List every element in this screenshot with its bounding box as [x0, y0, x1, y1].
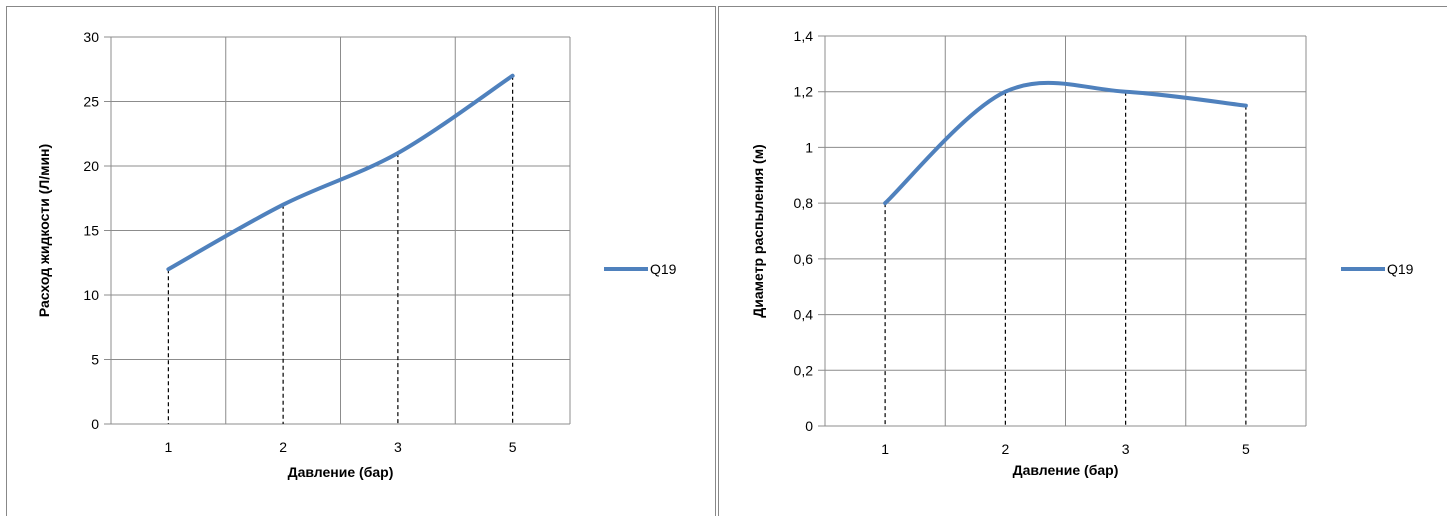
data-point	[396, 151, 400, 155]
y-tick-label: 0	[91, 416, 99, 432]
y-tick-label: 5	[91, 352, 99, 368]
x-axis-title: Давление (бар)	[1013, 462, 1119, 478]
y-tick-label: 20	[83, 158, 99, 174]
flow-rate-chart: 0 5 10 15 20 25 30 1 2 3 5 Давление (бар) Расход жид…	[36, 29, 677, 480]
data-point	[281, 203, 285, 207]
data-point	[1244, 104, 1248, 108]
y-tick-label: 0,8	[794, 195, 814, 211]
chart-panel-spray-diameter: 0 0,2 0,4 0,6 0,8 1 1,2 1,4 1 2 3 5 Давление (бар) Ди…	[718, 6, 1447, 516]
data-point	[883, 201, 887, 205]
data-point	[1124, 90, 1128, 94]
y-tick-label: 1,2	[794, 84, 814, 100]
data-point	[511, 74, 515, 78]
y-tick-label: 0,2	[794, 362, 814, 378]
legend-label: Q19	[1387, 261, 1414, 277]
x-tick-label: 3	[1122, 441, 1130, 457]
y-axis-title: Расход жидкости (Л/мин)	[36, 144, 52, 317]
y-tick-label: 0,4	[794, 307, 814, 323]
y-tick-label: 0,6	[794, 251, 814, 267]
x-tick-label: 5	[509, 439, 517, 455]
x-tick-label: 3	[394, 439, 402, 455]
y-axis-title: Диаметр распыления (м)	[750, 144, 766, 317]
data-point	[1003, 90, 1007, 94]
spray-diameter-chart: 0 0,2 0,4 0,6 0,8 1 1,2 1,4 1 2 3 5 Давление (бар) Ди…	[750, 28, 1414, 478]
x-tick-label: 2	[279, 439, 287, 455]
y-tick-label: 10	[83, 287, 99, 303]
x-tick-label: 1	[881, 441, 889, 457]
x-axis-title: Давление (бар)	[288, 464, 394, 480]
y-tick-label: 1,4	[794, 28, 814, 44]
y-tick-label: 25	[83, 94, 99, 110]
data-point	[166, 267, 170, 271]
chart-panel-flow-rate: 0 5 10 15 20 25 30 1 2 3 5 Давление (бар) Расход жид…	[6, 6, 716, 516]
x-tick-label: 1	[164, 439, 172, 455]
y-tick-label: 0	[805, 418, 813, 434]
legend-label: Q19	[650, 261, 677, 277]
x-tick-label: 5	[1242, 441, 1250, 457]
y-tick-label: 1	[805, 139, 813, 155]
series-line-q19	[883, 80, 1248, 206]
x-tick-label: 2	[1001, 441, 1009, 457]
y-tick-label: 15	[83, 223, 99, 239]
y-tick-label: 30	[83, 29, 99, 45]
series-line-q19	[166, 73, 515, 272]
